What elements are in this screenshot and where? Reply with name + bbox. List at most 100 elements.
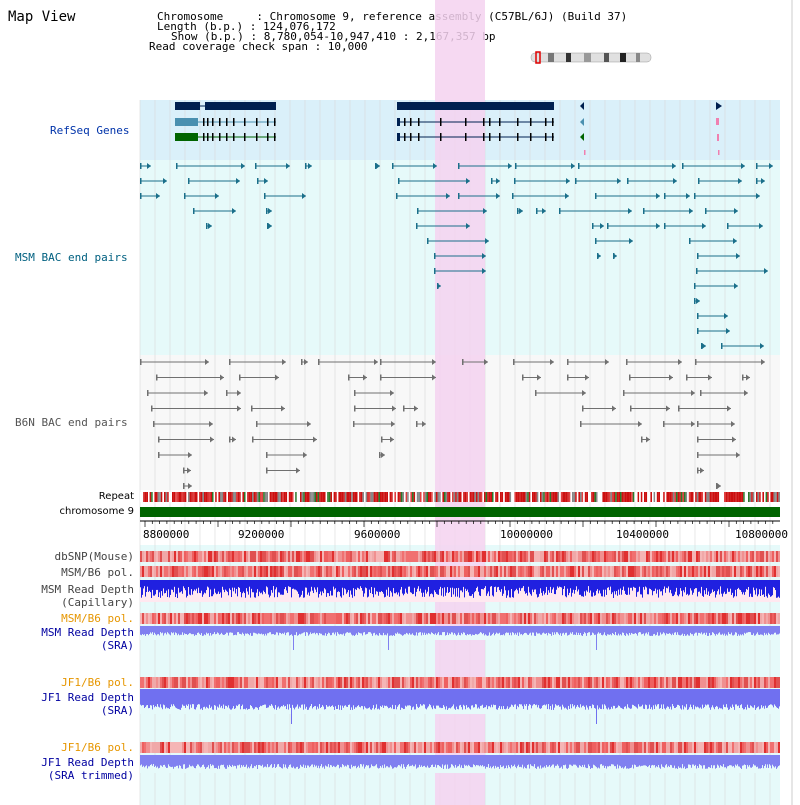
bac-end-pair[interactable] bbox=[226, 390, 241, 396]
bac-end-pair[interactable] bbox=[252, 436, 317, 443]
refseq-gene[interactable] bbox=[397, 118, 554, 126]
msm-b6-pol-heat[interactable] bbox=[140, 566, 780, 577]
bac-end-pair[interactable] bbox=[597, 253, 601, 259]
bac-end-pair[interactable] bbox=[266, 467, 300, 474]
bac-end-pair[interactable] bbox=[416, 223, 470, 229]
bac-end-pair[interactable] bbox=[664, 193, 690, 199]
bac-end-pair[interactable] bbox=[641, 436, 650, 443]
msm-depth-capillary[interactable] bbox=[140, 580, 780, 602]
bac-end-pair[interactable] bbox=[697, 452, 740, 458]
bac-end-pair[interactable] bbox=[697, 421, 735, 427]
msm-bac-pairs[interactable] bbox=[140, 163, 773, 349]
bac-end-pair[interactable] bbox=[206, 223, 212, 229]
bac-end-pair[interactable] bbox=[392, 163, 437, 169]
label-msm-depth-sra-1[interactable]: MSM Read Depth bbox=[41, 626, 134, 639]
bac-end-pair[interactable] bbox=[264, 193, 306, 199]
chromosome-ideogram[interactable] bbox=[530, 51, 652, 64]
bac-end-pair[interactable] bbox=[517, 208, 523, 214]
bac-end-pair[interactable] bbox=[156, 374, 224, 381]
msm-b6-pol-heat[interactable] bbox=[140, 613, 780, 624]
bac-end-pair[interactable] bbox=[301, 359, 308, 365]
bac-end-pair[interactable] bbox=[151, 405, 241, 412]
label-dbsnp[interactable]: dbSNP(Mouse) bbox=[54, 550, 134, 563]
bac-end-pair[interactable] bbox=[458, 193, 500, 199]
bac-end-pair[interactable] bbox=[580, 421, 642, 427]
refseq-genes[interactable] bbox=[175, 102, 722, 155]
bac-end-pair[interactable] bbox=[354, 405, 396, 412]
bac-end-pair[interactable] bbox=[403, 405, 418, 412]
bac-end-pair[interactable] bbox=[140, 359, 209, 365]
bac-end-pair[interactable] bbox=[697, 328, 730, 334]
bac-end-pair[interactable] bbox=[536, 208, 546, 214]
bac-end-pair[interactable] bbox=[514, 178, 570, 184]
bac-end-pair[interactable] bbox=[756, 178, 765, 184]
bac-end-pair[interactable] bbox=[721, 343, 764, 349]
refseq-gene[interactable] bbox=[175, 118, 276, 126]
label-jf1-b6-pol-1[interactable]: JF1/B6 pol. bbox=[61, 676, 134, 689]
bac-end-pair[interactable] bbox=[515, 163, 575, 169]
bac-end-pair[interactable] bbox=[434, 268, 486, 274]
bac-end-pair[interactable] bbox=[266, 452, 307, 458]
bac-end-pair[interactable] bbox=[697, 253, 740, 259]
bac-end-pair[interactable] bbox=[434, 253, 486, 259]
jf1-depth-sra[interactable] bbox=[140, 689, 780, 724]
bac-end-pair[interactable] bbox=[140, 193, 160, 199]
label-b6n-bac[interactable]: B6N BAC end pairs bbox=[15, 416, 128, 429]
bac-end-pair[interactable] bbox=[193, 208, 236, 214]
bac-end-pair[interactable] bbox=[153, 421, 213, 427]
bac-end-pair[interactable] bbox=[756, 163, 773, 169]
bac-end-pair[interactable] bbox=[267, 223, 272, 229]
bac-end-pair[interactable] bbox=[513, 359, 554, 365]
label-jf1-depth-sra-1[interactable]: JF1 Read Depth bbox=[41, 691, 134, 704]
bac-end-pair[interactable] bbox=[567, 374, 589, 381]
refseq-gene[interactable] bbox=[397, 102, 554, 110]
bac-end-pair[interactable] bbox=[379, 452, 385, 458]
refseq-gene[interactable] bbox=[175, 133, 276, 141]
bac-end-pair[interactable] bbox=[700, 390, 748, 396]
b6n-bac-pairs[interactable] bbox=[140, 359, 765, 489]
bac-end-pair[interactable] bbox=[239, 374, 279, 381]
bac-end-pair[interactable] bbox=[607, 223, 660, 229]
dbsnp-heat[interactable] bbox=[140, 551, 780, 562]
repeat-track[interactable] bbox=[140, 492, 780, 502]
bac-end-pair[interactable] bbox=[696, 268, 768, 274]
bac-end-pair[interactable] bbox=[705, 208, 738, 214]
bac-end-pair[interactable] bbox=[701, 343, 706, 349]
bac-end-pair[interactable] bbox=[354, 390, 394, 396]
bac-end-pair[interactable] bbox=[251, 405, 285, 412]
jf1-b6-pol-heat[interactable] bbox=[140, 677, 780, 688]
msm-depth-sra[interactable] bbox=[140, 626, 780, 650]
bac-end-pair[interactable] bbox=[229, 436, 236, 443]
bac-end-pair[interactable] bbox=[695, 359, 765, 365]
bac-end-pair[interactable] bbox=[458, 163, 512, 169]
chromosome-bar[interactable] bbox=[140, 507, 780, 517]
label-jf1-depth-trim-1[interactable]: JF1 Read Depth bbox=[41, 756, 134, 769]
bac-end-pair[interactable] bbox=[229, 359, 286, 365]
bac-end-pair[interactable] bbox=[697, 313, 728, 319]
bac-end-pair[interactable] bbox=[158, 436, 214, 443]
bac-end-pair[interactable] bbox=[535, 390, 586, 396]
bac-end-pair[interactable] bbox=[698, 178, 742, 184]
bac-end-pair[interactable] bbox=[183, 467, 191, 474]
bac-end-pair[interactable] bbox=[694, 283, 738, 289]
bac-end-pair[interactable] bbox=[512, 193, 569, 199]
bac-end-pair[interactable] bbox=[643, 208, 693, 214]
bac-end-pair[interactable] bbox=[663, 421, 695, 427]
bac-end-pair[interactable] bbox=[491, 178, 500, 184]
bac-end-pair[interactable] bbox=[682, 163, 745, 169]
refseq-gene[interactable] bbox=[175, 102, 276, 110]
bac-end-pair[interactable] bbox=[592, 223, 604, 229]
bac-end-pair[interactable] bbox=[595, 193, 660, 199]
label-msm-depth-cap-1[interactable]: MSM Read Depth bbox=[41, 583, 134, 596]
bac-end-pair[interactable] bbox=[256, 421, 311, 427]
bac-end-pair[interactable] bbox=[678, 405, 731, 412]
label-repeat[interactable]: Repeat bbox=[98, 491, 134, 502]
bac-end-pair[interactable] bbox=[623, 390, 695, 396]
bac-end-pair[interactable] bbox=[694, 193, 760, 199]
bac-end-pair[interactable] bbox=[522, 374, 541, 381]
bac-end-pair[interactable] bbox=[578, 163, 676, 169]
bac-end-pair[interactable] bbox=[396, 193, 450, 199]
bac-end-pair[interactable] bbox=[630, 405, 670, 412]
bac-end-pair[interactable] bbox=[689, 238, 737, 244]
